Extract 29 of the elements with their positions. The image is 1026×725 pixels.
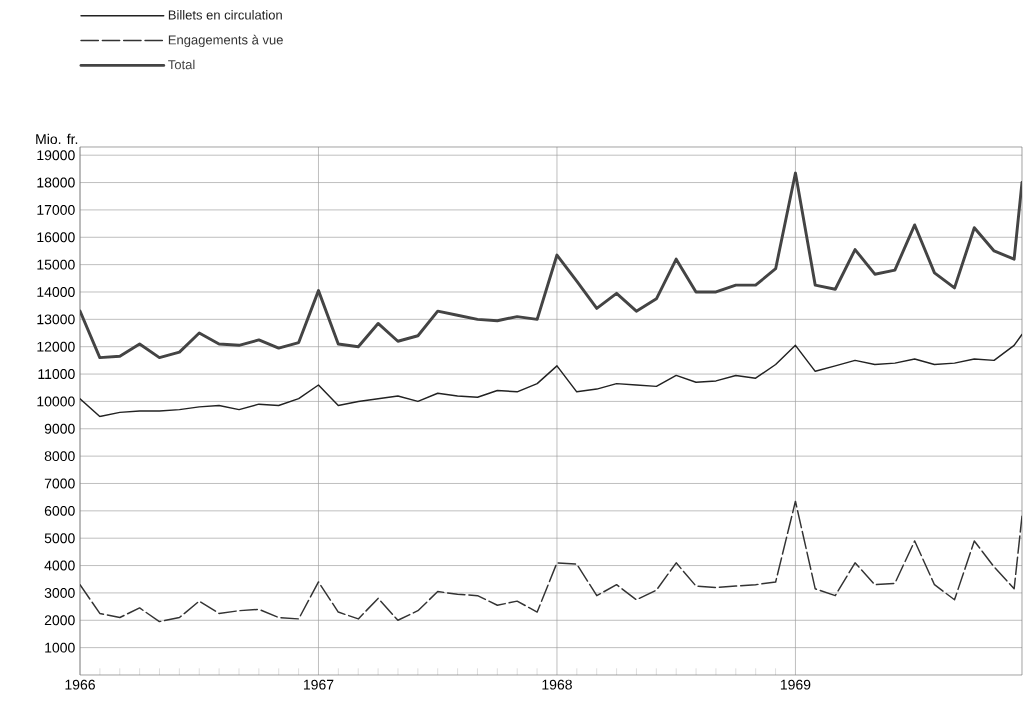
- y-tick-label: 15000: [37, 259, 75, 270]
- y-tick-label: 19000: [37, 150, 75, 161]
- x-tick-label: 1969: [780, 679, 811, 690]
- y-tick-label: 4000: [44, 560, 75, 571]
- y-tick-label: 11000: [38, 369, 75, 380]
- y-tick-label: 6000: [44, 505, 75, 516]
- text: Total: [168, 59, 195, 70]
- y-tick-label: 14000: [37, 287, 75, 297]
- y-tick-label: 8000: [44, 451, 75, 462]
- text: Engagements à vue: [168, 34, 283, 48]
- y-tick-label: 12000: [37, 341, 75, 352]
- y-tick-label: 18000: [37, 177, 75, 188]
- line-series: [80, 500, 1022, 623]
- x-tick-label: 1966: [65, 679, 95, 690]
- line-series: [80, 171, 1022, 360]
- y-tick-label: 9000: [44, 423, 75, 434]
- y-tick-label: 5000: [44, 533, 75, 544]
- y-tick-label: 1000: [45, 642, 75, 653]
- y-tick-label: 7000: [44, 478, 75, 489]
- y-tick-label: 10000: [37, 396, 75, 407]
- y-tick-label: 2000: [44, 615, 75, 626]
- y-tick-label: 3000: [44, 587, 75, 598]
- text: Billets en circulation: [168, 10, 282, 20]
- y-tick-label: 13000: [37, 314, 75, 325]
- x-tick-label: 1967: [303, 679, 334, 690]
- y-axis-title: Mio. fr.: [36, 133, 78, 145]
- x-tick-label: 1968: [542, 679, 572, 690]
- y-tick-label: 16000: [37, 232, 75, 243]
- y-tick-label: 17000: [37, 204, 75, 215]
